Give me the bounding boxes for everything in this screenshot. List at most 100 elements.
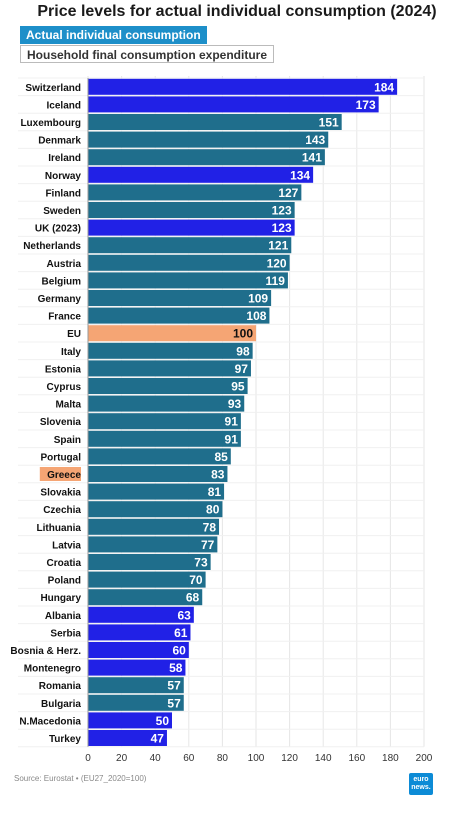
category-label: Luxembourg — [20, 118, 81, 129]
bar-value-label: 68 — [186, 591, 200, 605]
category-label: Albania — [45, 611, 82, 622]
bar-value-label: 80 — [206, 503, 220, 517]
x-tick-label: 120 — [281, 753, 298, 764]
category-label: Hungary — [40, 593, 81, 604]
bar — [88, 395, 245, 412]
bar-value-label: 143 — [305, 133, 325, 147]
bar — [88, 413, 241, 430]
bar-value-label: 97 — [235, 362, 249, 376]
tab-actual-individual-consumption[interactable]: Actual individual consumption — [20, 26, 207, 44]
bar-value-label: 141 — [302, 151, 322, 165]
bar-value-label: 184 — [374, 80, 394, 94]
bar — [88, 624, 191, 641]
category-label: Austria — [47, 259, 82, 270]
category-label: Belgium — [42, 276, 82, 287]
category-label: Germany — [38, 294, 82, 305]
bar-value-label: 100 — [233, 327, 253, 341]
x-tick-label: 20 — [116, 753, 128, 764]
bar-value-label: 85 — [214, 450, 228, 464]
bar — [88, 518, 220, 535]
category-label: Norway — [45, 171, 82, 182]
bar-value-label: 81 — [208, 485, 222, 499]
bar — [88, 254, 290, 271]
bar — [88, 325, 256, 342]
bar — [88, 430, 241, 447]
category-label: Denmark — [38, 136, 81, 147]
bar-value-label: 173 — [356, 98, 376, 112]
bar-value-label: 121 — [268, 239, 288, 253]
bar-value-label: 109 — [248, 292, 268, 306]
bar — [88, 606, 194, 623]
x-tick-label: 0 — [85, 753, 91, 764]
bar-value-label: 50 — [156, 714, 170, 728]
category-label: Sweden — [43, 206, 81, 217]
bar-value-label: 91 — [225, 415, 239, 429]
bar — [88, 677, 184, 694]
category-label: Portugal — [40, 452, 81, 463]
bar — [88, 360, 251, 377]
bar-value-label: 123 — [272, 221, 292, 235]
logo-text-bottom: news. — [411, 784, 431, 791]
category-label: Bulgaria — [41, 699, 81, 710]
category-label: Slovakia — [40, 488, 81, 499]
bar — [88, 114, 342, 130]
bar — [88, 483, 225, 500]
category-label: Iceland — [47, 100, 81, 111]
bar-value-label: 70 — [189, 573, 203, 587]
bar-value-label: 95 — [231, 380, 245, 394]
bar — [88, 290, 272, 306]
bar-value-label: 78 — [203, 520, 217, 534]
bar — [88, 694, 184, 711]
bar — [88, 730, 167, 746]
bar — [88, 501, 223, 518]
bar — [88, 166, 314, 183]
category-label: France — [48, 312, 81, 323]
category-label: Italy — [61, 347, 81, 358]
category-label: Malta — [55, 400, 81, 411]
bar — [88, 96, 379, 113]
bar — [88, 131, 329, 148]
bar-value-label: 98 — [236, 344, 250, 358]
bar — [88, 589, 203, 606]
x-tick-label: 140 — [315, 753, 332, 764]
category-label: Poland — [48, 576, 81, 587]
category-label: Ireland — [48, 153, 81, 164]
euronews-logo: euro news. — [409, 773, 433, 795]
bar — [88, 342, 253, 359]
bar-value-label: 61 — [174, 626, 188, 640]
bar — [88, 378, 248, 394]
bar — [88, 571, 206, 588]
bar — [88, 78, 398, 95]
category-label: Finland — [45, 188, 81, 199]
category-label: Czechia — [43, 505, 81, 516]
category-label: Slovenia — [40, 417, 82, 428]
x-tick-label: 60 — [183, 753, 195, 764]
logo-text-top: euro — [413, 776, 429, 783]
category-label: Cyprus — [47, 382, 82, 393]
category-label: Croatia — [47, 558, 82, 569]
category-label: UK (2023) — [35, 224, 81, 235]
bar-value-label: 134 — [290, 168, 310, 182]
bar-value-label: 123 — [272, 204, 292, 218]
bar — [88, 712, 172, 729]
category-label: EU — [67, 329, 81, 340]
bar — [88, 554, 211, 570]
bar-value-label: 93 — [228, 397, 242, 411]
category-label: Netherlands — [23, 241, 81, 252]
bar-value-label: 77 — [201, 538, 215, 552]
source-note: Source: Eurostat • (EU27_2020=100) — [14, 774, 147, 783]
category-label: Lithuania — [37, 523, 82, 534]
x-tick-label: 80 — [217, 753, 229, 764]
bar — [88, 219, 295, 236]
tab-household-final-consumption[interactable]: Household final consumption expenditure — [20, 45, 275, 63]
category-label: Bosnia & Herz. — [10, 646, 81, 657]
category-label: Romania — [39, 681, 82, 692]
category-label: Spain — [54, 435, 81, 446]
bar-value-label: 73 — [194, 556, 208, 570]
bar — [88, 536, 218, 553]
x-tick-label: 40 — [150, 753, 162, 764]
category-label: Turkey — [49, 734, 81, 745]
bar — [88, 149, 325, 166]
bar — [88, 237, 292, 254]
bar-value-label: 120 — [267, 256, 287, 270]
